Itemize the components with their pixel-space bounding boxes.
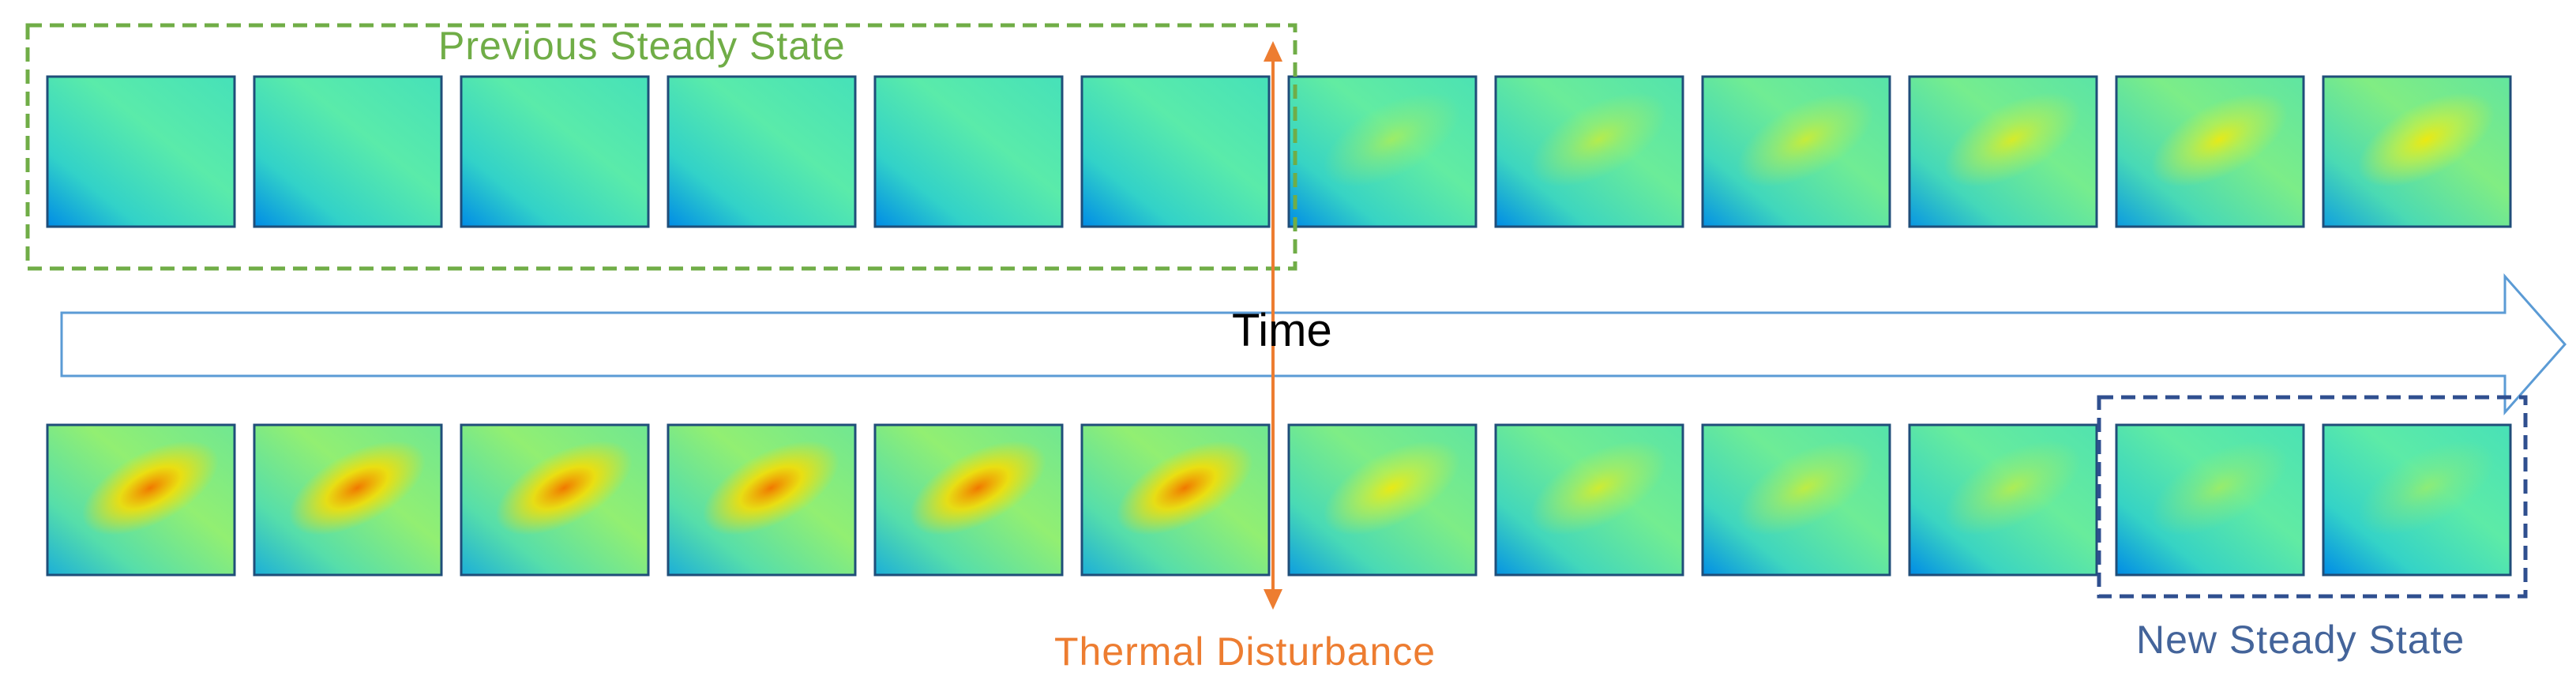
- heatmap-frame: [460, 423, 650, 577]
- heatmap-frame: [2322, 423, 2512, 577]
- new-steady-state-box: [2097, 395, 2528, 599]
- heatmap-frame: [1287, 423, 1478, 577]
- new-steady-state-label: New Steady State: [2136, 618, 2465, 662]
- time-arrow: [60, 273, 2567, 415]
- heatmap-frame: [2322, 75, 2512, 228]
- frames-layer: [46, 75, 2512, 577]
- previous-steady-state-box: [25, 23, 1297, 271]
- heatmap-frame: [460, 75, 650, 228]
- heatmap-frame: [1908, 75, 2098, 228]
- previous-steady-state-label: Previous Steady State: [438, 24, 846, 68]
- heatmap-frame: [1494, 75, 1684, 228]
- heatmap-frame: [46, 75, 236, 228]
- heatmap-frame: [1908, 423, 2098, 577]
- heatmap-frame: [1080, 423, 1271, 577]
- heatmap-frame: [1701, 75, 1891, 228]
- heatmap-frame: [873, 75, 1064, 228]
- heatmap-frame: [1287, 75, 1478, 228]
- time-label: Time: [1232, 305, 1332, 356]
- heatmap-frame: [46, 423, 236, 577]
- heatmap-frame: [667, 423, 857, 577]
- heatmap-frame: [873, 423, 1064, 577]
- heatmap-frame: [2115, 75, 2305, 228]
- heatmap-frame: [667, 75, 857, 228]
- thermal-disturbance-label: Thermal Disturbance: [1054, 629, 1436, 674]
- heatmap-frame: [1494, 423, 1684, 577]
- heatmap-frame: [1701, 423, 1891, 577]
- thermal-disturbance-marker: [1264, 41, 1282, 610]
- heatmap-frame: [1080, 75, 1271, 228]
- heatmap-frame: [253, 75, 443, 228]
- heatmap-frame: [2115, 423, 2305, 577]
- heatmap-frame: [253, 423, 443, 577]
